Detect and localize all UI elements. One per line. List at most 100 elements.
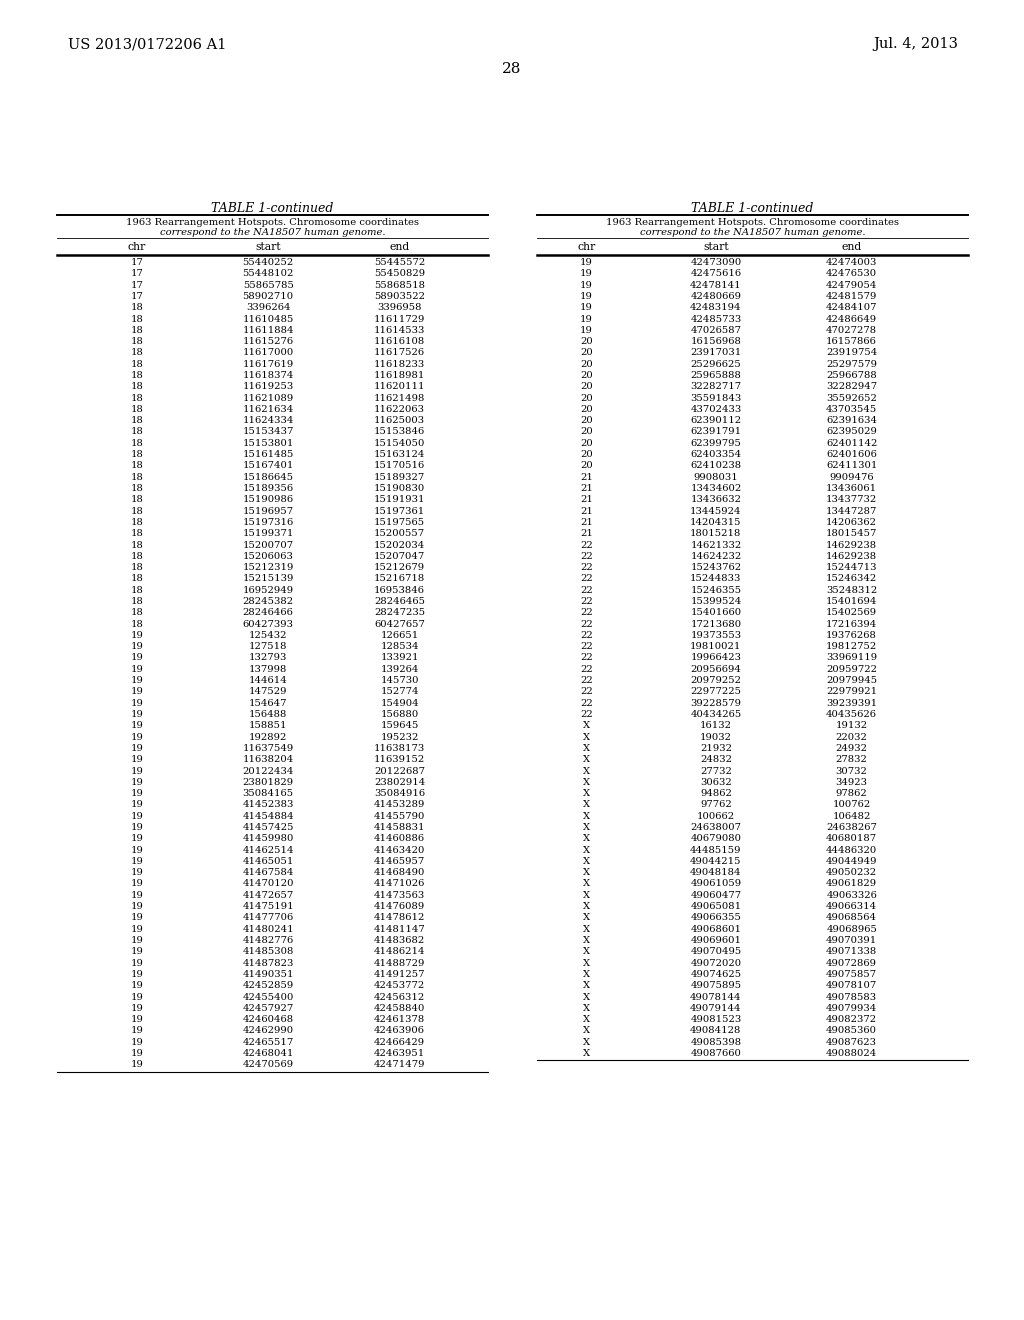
Text: 41465051: 41465051: [243, 857, 294, 866]
Text: 28245382: 28245382: [243, 597, 294, 606]
Text: 49069601: 49069601: [690, 936, 741, 945]
Text: 42486649: 42486649: [826, 314, 878, 323]
Text: 41475191: 41475191: [243, 902, 294, 911]
Text: 41460886: 41460886: [374, 834, 425, 843]
Text: 19: 19: [130, 1038, 143, 1047]
Text: 49044215: 49044215: [690, 857, 741, 866]
Text: 22: 22: [581, 540, 593, 549]
Text: X: X: [583, 846, 590, 854]
Text: 22: 22: [581, 710, 593, 719]
Text: 11624334: 11624334: [243, 416, 294, 425]
Text: 42476530: 42476530: [826, 269, 878, 279]
Text: 18: 18: [130, 337, 143, 346]
Text: 15212319: 15212319: [243, 564, 294, 572]
Text: 18015218: 18015218: [690, 529, 741, 539]
Text: 15161485: 15161485: [243, 450, 294, 459]
Text: 62390112: 62390112: [690, 416, 741, 425]
Text: 18: 18: [130, 540, 143, 549]
Text: 41472657: 41472657: [243, 891, 294, 900]
Text: 62410238: 62410238: [690, 462, 741, 470]
Text: 18: 18: [130, 405, 143, 414]
Text: 41465957: 41465957: [374, 857, 425, 866]
Text: 24932: 24932: [836, 744, 867, 752]
Text: 41491257: 41491257: [374, 970, 425, 979]
Text: 19: 19: [581, 326, 593, 335]
Text: 23919754: 23919754: [826, 348, 878, 358]
Text: 19: 19: [130, 958, 143, 968]
Text: 15154050: 15154050: [374, 438, 425, 447]
Text: 62401142: 62401142: [826, 438, 878, 447]
Text: X: X: [583, 958, 590, 968]
Text: 15197361: 15197361: [374, 507, 425, 516]
Text: 25296625: 25296625: [690, 360, 741, 368]
Text: 49070391: 49070391: [826, 936, 878, 945]
Text: 62401606: 62401606: [826, 450, 878, 459]
Text: 49078583: 49078583: [826, 993, 878, 1002]
Text: 39228579: 39228579: [690, 698, 741, 708]
Text: 15186645: 15186645: [243, 473, 294, 482]
Text: 19966423: 19966423: [690, 653, 741, 663]
Text: 15401694: 15401694: [826, 597, 878, 606]
Text: 15190986: 15190986: [243, 495, 294, 504]
Text: 62391791: 62391791: [690, 428, 741, 437]
Text: 49088024: 49088024: [826, 1049, 878, 1059]
Text: 49072869: 49072869: [826, 958, 878, 968]
Text: 19: 19: [130, 631, 143, 640]
Text: 15153846: 15153846: [374, 428, 425, 437]
Text: 41486214: 41486214: [374, 948, 425, 956]
Text: 55448102: 55448102: [243, 269, 294, 279]
Text: X: X: [583, 925, 590, 933]
Text: 23802914: 23802914: [374, 777, 425, 787]
Text: 18: 18: [130, 326, 143, 335]
Text: 15246355: 15246355: [690, 586, 741, 595]
Text: X: X: [583, 970, 590, 979]
Text: 41458831: 41458831: [374, 822, 425, 832]
Text: 18: 18: [130, 304, 143, 313]
Text: start: start: [703, 242, 729, 252]
Text: 42483194: 42483194: [690, 304, 741, 313]
Text: 30632: 30632: [700, 777, 732, 787]
Text: 41483682: 41483682: [374, 936, 425, 945]
Text: 15163124: 15163124: [374, 450, 425, 459]
Text: 11615276: 11615276: [243, 337, 294, 346]
Text: 20: 20: [581, 428, 593, 437]
Text: 19: 19: [130, 902, 143, 911]
Text: 42453772: 42453772: [374, 981, 425, 990]
Text: 42468041: 42468041: [243, 1049, 294, 1059]
Text: 15197565: 15197565: [374, 517, 425, 527]
Text: 19810021: 19810021: [690, 643, 741, 651]
Text: 15197316: 15197316: [243, 517, 294, 527]
Text: 55865785: 55865785: [243, 281, 294, 289]
Text: 15202034: 15202034: [374, 540, 425, 549]
Text: 32282947: 32282947: [826, 383, 878, 391]
Text: 35084165: 35084165: [243, 789, 294, 799]
Text: TABLE 1-continued: TABLE 1-continued: [691, 202, 814, 215]
Text: 43703545: 43703545: [826, 405, 878, 414]
Text: 15153801: 15153801: [243, 438, 294, 447]
Text: 49078107: 49078107: [826, 981, 878, 990]
Text: X: X: [583, 800, 590, 809]
Text: 19: 19: [130, 879, 143, 888]
Text: 144614: 144614: [249, 676, 288, 685]
Text: 22979921: 22979921: [826, 688, 878, 697]
Text: 42466429: 42466429: [374, 1038, 425, 1047]
Text: 19: 19: [130, 698, 143, 708]
Text: 15215139: 15215139: [243, 574, 294, 583]
Text: 18: 18: [130, 507, 143, 516]
Text: 23917031: 23917031: [690, 348, 741, 358]
Text: 17216394: 17216394: [826, 619, 878, 628]
Text: 106482: 106482: [833, 812, 870, 821]
Text: 22: 22: [581, 552, 593, 561]
Text: 41476089: 41476089: [374, 902, 425, 911]
Text: 133921: 133921: [380, 653, 419, 663]
Text: X: X: [583, 767, 590, 776]
Text: X: X: [583, 948, 590, 956]
Text: 22: 22: [581, 643, 593, 651]
Text: 11621089: 11621089: [243, 393, 294, 403]
Text: 19: 19: [581, 314, 593, 323]
Text: 154904: 154904: [380, 698, 419, 708]
Text: 42461378: 42461378: [374, 1015, 425, 1024]
Text: 20122687: 20122687: [374, 767, 425, 776]
Text: 19: 19: [130, 755, 143, 764]
Text: 22032: 22032: [836, 733, 867, 742]
